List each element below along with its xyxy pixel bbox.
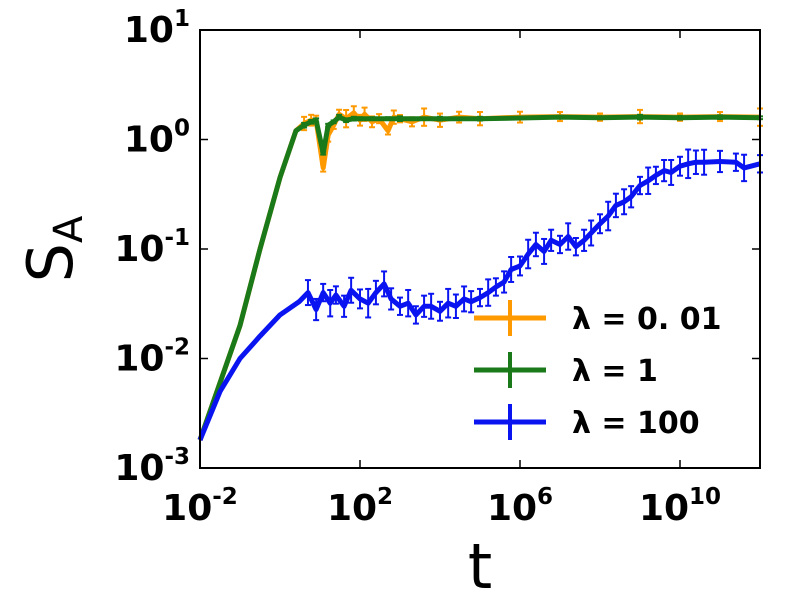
legend-label: λ = 1: [572, 354, 658, 389]
legend-label: λ = 100: [572, 406, 700, 441]
x-tick-label: 10-2: [162, 484, 238, 529]
series-2: [197, 148, 763, 441]
y-axis-label-sub: A: [46, 215, 92, 243]
legend-item-0: λ = 0. 01: [474, 300, 721, 337]
y-tick-label: 10-2: [114, 335, 190, 380]
x-tick-label: 102: [327, 484, 393, 529]
series-layer: [197, 105, 763, 441]
y-tick-label: 100: [124, 116, 190, 161]
x-tick-label: 106: [487, 484, 553, 529]
plot-frame: [199, 29, 761, 469]
y-tick-label: 10-1: [114, 225, 190, 270]
x-tick-label: 1010: [639, 484, 721, 529]
y-axis-label: SA: [14, 215, 92, 282]
legend-item-2: λ = 100: [474, 404, 700, 441]
series-1: [197, 113, 763, 441]
y-tick-label: 10-3: [114, 444, 190, 489]
x-axis-label: t: [468, 530, 492, 600]
legend-item-1: λ = 1: [474, 352, 658, 389]
series-line: [197, 159, 761, 441]
legend: λ = 0. 01 λ = 1 λ = 100: [474, 300, 721, 441]
series-line: [197, 114, 761, 441]
legend-label: λ = 0. 01: [572, 302, 721, 337]
y-axis-label-main: S: [14, 243, 87, 282]
y-tick-label: 101: [124, 6, 190, 51]
